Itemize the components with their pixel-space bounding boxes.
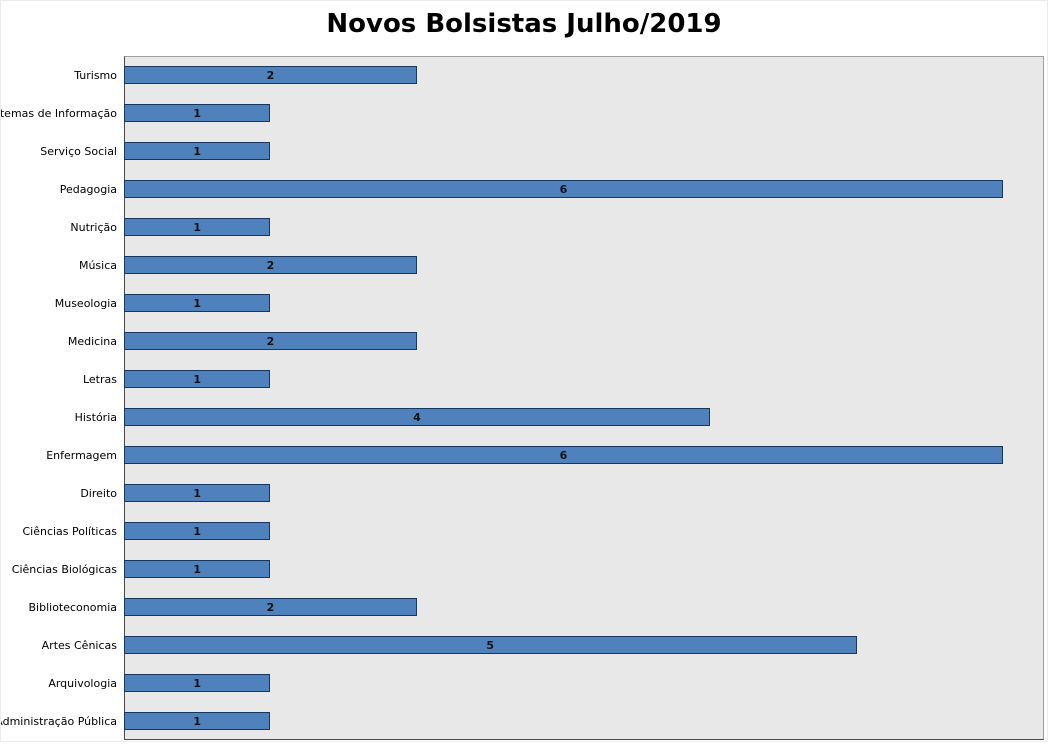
category-label: História xyxy=(74,410,117,424)
bar-row: Enfermagem 6 xyxy=(1,436,1044,474)
bar-row: Letras 1 xyxy=(1,360,1044,398)
bar-track: 1 xyxy=(124,360,1044,398)
bar: 1 xyxy=(124,522,271,540)
bar-track: 1 xyxy=(124,664,1044,702)
value-label: 2 xyxy=(266,334,275,348)
category-label: Administração Pública xyxy=(1,714,117,728)
category-label: Letras xyxy=(82,372,117,386)
category-label: Enfermagem xyxy=(46,448,117,462)
bar-track: 6 xyxy=(124,436,1044,474)
bar: 2 xyxy=(124,332,418,350)
category-label: Museologia xyxy=(54,296,117,310)
bar: 2 xyxy=(124,598,418,616)
value-label: 4 xyxy=(413,410,421,424)
value-label: 2 xyxy=(266,68,275,82)
bar-track: 4 xyxy=(124,398,1044,436)
bar-track: 1 xyxy=(124,474,1044,512)
bar-track: 1 xyxy=(124,550,1044,588)
value-label: 1 xyxy=(193,220,202,234)
bar: 6 xyxy=(124,446,1003,464)
bar-track: 2 xyxy=(124,246,1044,284)
bar-row: Serviço Social 1 xyxy=(1,132,1044,170)
bar-track: 2 xyxy=(124,56,1044,94)
bar: 1 xyxy=(124,674,271,692)
bar-row: Administração Pública 1 xyxy=(1,702,1044,740)
value-label: 1 xyxy=(193,562,202,576)
category-label: Medicina xyxy=(67,334,117,348)
category-label: Artes Cênicas xyxy=(41,638,117,652)
bar-track: 2 xyxy=(124,322,1044,360)
bar-row: Museologia 1 xyxy=(1,284,1044,322)
value-label: 1 xyxy=(193,486,202,500)
bar: 1 xyxy=(124,294,271,312)
bar-row: Direito 1 xyxy=(1,474,1044,512)
value-label: 2 xyxy=(266,600,275,614)
value-label: 1 xyxy=(193,714,202,728)
bar: 1 xyxy=(124,484,271,502)
category-label: Turismo xyxy=(74,68,117,82)
bar-row: Medicina 2 xyxy=(1,322,1044,360)
bar-track: 1 xyxy=(124,512,1044,550)
category-label: Sistemas de Informação xyxy=(1,106,117,120)
category-label: Música xyxy=(78,258,117,272)
category-label: Arquivologia xyxy=(48,676,117,690)
bar-track: 1 xyxy=(124,94,1044,132)
bar-row: Artes Cênicas 5 xyxy=(1,626,1044,664)
value-label: 1 xyxy=(193,524,202,538)
bar: 6 xyxy=(124,180,1003,198)
bar: 1 xyxy=(124,560,271,578)
bar: 1 xyxy=(124,370,271,388)
bar-track: 1 xyxy=(124,702,1044,740)
bar-row: Sistemas de Informação 1 xyxy=(1,94,1044,132)
chart-title: Novos Bolsistas Julho/2019 xyxy=(326,9,722,39)
category-label: Serviço Social xyxy=(40,144,117,158)
bar-row: Música 2 xyxy=(1,246,1044,284)
value-label: 6 xyxy=(559,448,568,462)
bar: 1 xyxy=(124,712,271,730)
bar: 2 xyxy=(124,66,418,84)
bar: 4 xyxy=(124,408,710,426)
bar-track: 1 xyxy=(124,208,1044,246)
bar-track: 1 xyxy=(124,132,1044,170)
bar-row: Biblioteconomia 2 xyxy=(1,588,1044,626)
bar-track: 6 xyxy=(124,170,1044,208)
bar-row: Nutrição 1 xyxy=(1,208,1044,246)
category-label: Pedagogia xyxy=(59,182,117,196)
value-label: 1 xyxy=(193,372,202,386)
value-label: 2 xyxy=(266,258,275,272)
bar-row: História 4 xyxy=(1,398,1044,436)
category-label: Ciências Políticas xyxy=(22,524,117,538)
plot-area xyxy=(124,56,1044,740)
bar: 1 xyxy=(124,218,271,236)
bar: 2 xyxy=(124,256,418,274)
category-label: Ciências Biológicas xyxy=(11,562,117,576)
bar: 5 xyxy=(124,636,857,654)
category-label: Direito xyxy=(80,486,117,500)
bar-row: Ciências Biológicas 1 xyxy=(1,550,1044,588)
value-label: 6 xyxy=(559,182,568,196)
bar-row: Pedagogia 6 xyxy=(1,170,1044,208)
bar-track: 5 xyxy=(124,626,1044,664)
value-label: 1 xyxy=(193,296,202,310)
bar: 1 xyxy=(124,142,271,160)
bar-row: Arquivologia 1 xyxy=(1,664,1044,702)
category-label: Biblioteconomia xyxy=(28,600,118,614)
bar-row: Ciências Políticas 1 xyxy=(1,512,1044,550)
bar-track: 1 xyxy=(124,284,1044,322)
value-label: 5 xyxy=(486,638,495,652)
bar-track: 2 xyxy=(124,588,1044,626)
value-label: 1 xyxy=(193,106,202,120)
value-label: 1 xyxy=(193,676,202,690)
bar: 1 xyxy=(124,104,271,122)
category-label: Nutrição xyxy=(70,220,117,234)
value-label: 1 xyxy=(193,144,202,158)
bar-row: Turismo 2 xyxy=(1,56,1044,94)
